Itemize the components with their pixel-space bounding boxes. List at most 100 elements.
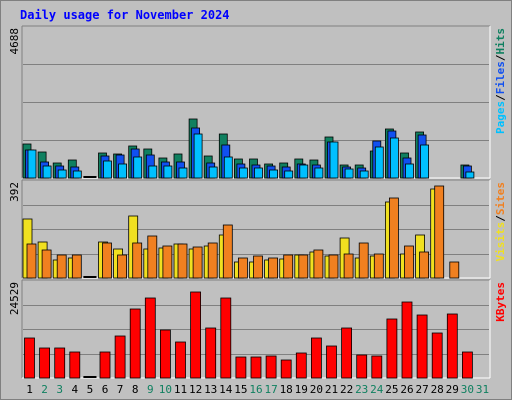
- day-label-21: 21: [325, 383, 338, 396]
- bar-pages-day-16: [254, 167, 263, 179]
- bar-pages-day-18: [284, 170, 294, 179]
- bar-sites-day-19: [298, 254, 309, 279]
- bar-kbytes-day-27: [416, 314, 428, 379]
- day-label-1: 1: [26, 383, 33, 396]
- day-label-30: 30: [461, 383, 474, 396]
- bar-sites-day-11: [177, 243, 188, 279]
- day-label-3: 3: [56, 383, 63, 396]
- bar-pages-day-13: [208, 166, 218, 179]
- bar-sites-day-3: [56, 254, 67, 279]
- bar-sites-day-8: [132, 242, 143, 279]
- bar-sites-day-7: [117, 254, 127, 279]
- bar-kbytes-day-25: [386, 318, 398, 379]
- bar-sites-day-20: [313, 249, 324, 279]
- bar-sites-day-17: [268, 257, 279, 279]
- bar-pages-day-22: [344, 168, 354, 179]
- legend-item-1: /: [494, 215, 507, 222]
- bar-kbytes-day-15: [235, 356, 247, 379]
- bar-sites-day-16: [253, 255, 263, 279]
- legend: Visits/Sites: [494, 182, 507, 262]
- bar-kbytes-day-20: [310, 337, 322, 379]
- y-max-label: 4688: [8, 28, 21, 55]
- bar-sites-day-24: [373, 253, 384, 279]
- bar-pages-day-4: [72, 170, 82, 179]
- day-label-2: 2: [41, 383, 48, 396]
- day-label-22: 22: [340, 383, 353, 396]
- bar-sites-day-12: [192, 246, 203, 279]
- day-label-25: 25: [385, 383, 398, 396]
- bar-sites-day-6: [102, 242, 112, 279]
- day-label-5: 5: [87, 383, 94, 396]
- bar-kbytes-day-2: [39, 347, 50, 379]
- bar-kbytes-day-26: [401, 301, 413, 379]
- bar-pages-day-15: [238, 167, 248, 179]
- bar-pages-day-25: [389, 137, 399, 179]
- bar-kbytes-day-4: [69, 351, 81, 379]
- bar-kbytes-day-13: [205, 327, 217, 379]
- bar-kbytes-day-22: [341, 327, 353, 379]
- bar-pages-day-3: [57, 169, 67, 179]
- bar-kbytes-day-19: [295, 352, 307, 379]
- y-max-label: 392: [8, 182, 21, 202]
- legend-item-0: Pages: [494, 101, 507, 134]
- bar-pages-day-7: [118, 163, 127, 179]
- bar-sites-day-18: [283, 254, 294, 279]
- bar-sites-day-13: [207, 242, 218, 279]
- panels-layer: 4688Pages/Files/Hits392Visits/Sites24529…: [8, 25, 507, 379]
- day-label-16: 16: [249, 383, 262, 396]
- day-label-29: 29: [446, 383, 459, 396]
- day-label-8: 8: [132, 383, 139, 396]
- day-label-27: 27: [415, 383, 428, 396]
- day-label-28: 28: [431, 383, 444, 396]
- bar-pages-day-10: [163, 165, 173, 179]
- day-label-20: 20: [310, 383, 323, 396]
- bar-kbytes-day-10: [159, 329, 171, 379]
- y-max-label: 24529: [8, 282, 21, 315]
- bar-sites-day-28: [434, 185, 445, 279]
- bar-kbytes-day-17: [265, 355, 277, 379]
- bar-pages-day-17: [269, 169, 279, 179]
- bar-pages-day-30: [465, 171, 475, 179]
- bar-pages-day-9: [148, 165, 158, 179]
- bar-kbytes-day-9: [144, 297, 156, 379]
- day-axis: 1 2 3 4 5 6 7 8 9 10 11 12 13 14 15 16 17 18 19 20 21 22 23 24 2…: [26, 383, 489, 396]
- panel-visits-sites: 392 Visits/Sites: [8, 179, 507, 279]
- day-label-23: 23: [355, 383, 368, 396]
- legend-item-2: Files: [494, 61, 507, 94]
- bar-kbytes-day-24: [371, 355, 383, 379]
- bar-sites-day-2: [41, 249, 52, 279]
- bar-kbytes-day-30: [461, 351, 473, 379]
- legend-item-4: Hits: [494, 28, 507, 55]
- bar-sites-day-27: [419, 251, 430, 279]
- legend: KBytes: [494, 282, 507, 322]
- bar-sites-day-9: [147, 235, 158, 279]
- day-label-13: 13: [204, 383, 217, 396]
- bar-sites-day-4: [71, 254, 82, 279]
- bar-pages-day-1: [27, 149, 37, 179]
- legend-item-0: KBytes: [494, 282, 507, 322]
- bar-kbytes-day-12: [190, 291, 202, 379]
- legend-item-0: Visits: [494, 222, 507, 262]
- bar-kbytes-day-23: [356, 354, 368, 379]
- bar-kbytes-day-1: [24, 337, 35, 379]
- bar-pages-day-6: [103, 160, 112, 179]
- bar-pages-day-20: [314, 167, 324, 179]
- bar-sites-day-22: [343, 253, 354, 279]
- panel-kbytes: 24529 KBytes: [8, 279, 507, 379]
- day-label-4: 4: [71, 383, 78, 396]
- bar-pages-day-19: [299, 164, 309, 179]
- bar-kbytes-day-28: [431, 332, 443, 379]
- bar-sites-day-10: [162, 245, 173, 279]
- bar-sites-day-15: [237, 257, 248, 279]
- bar-pages-day-12: [193, 133, 203, 179]
- chart-title: Daily usage for November 2024: [20, 8, 230, 22]
- bar-pages-day-24: [374, 146, 384, 179]
- day-label-17: 17: [264, 383, 277, 396]
- day-label-24: 24: [370, 383, 384, 396]
- day-label-18: 18: [280, 383, 293, 396]
- bar-pages-day-11: [178, 167, 188, 179]
- bar-kbytes-day-8: [129, 308, 141, 379]
- legend-item-1: /: [494, 94, 507, 101]
- bar-pages-day-14: [223, 156, 233, 179]
